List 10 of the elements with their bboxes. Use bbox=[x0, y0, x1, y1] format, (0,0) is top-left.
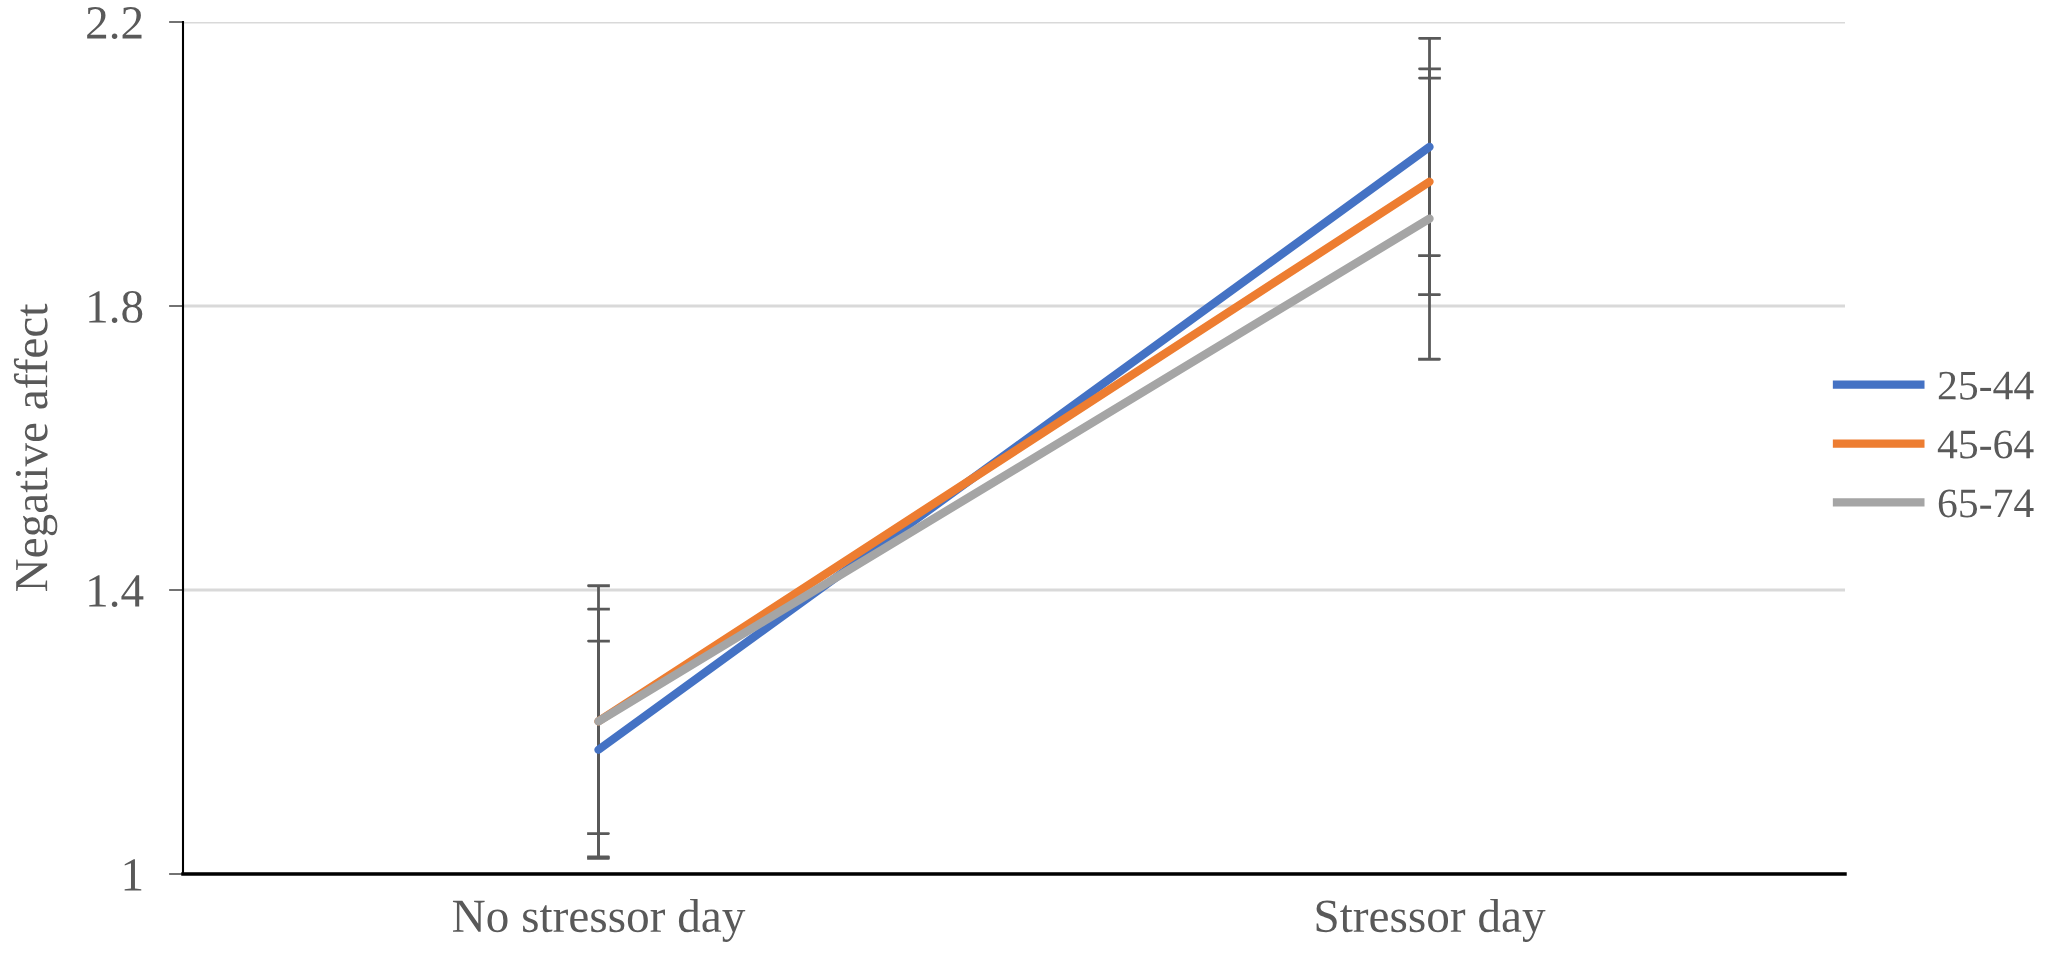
y-tick-label: 1.4 bbox=[89, 575, 144, 608]
legend-label: 25-44 bbox=[1938, 371, 2034, 400]
legend-label: 45-64 bbox=[1937, 430, 2034, 459]
y-tick-label: 1.8 bbox=[89, 290, 143, 324]
y-axis-title: Negative affect bbox=[13, 303, 58, 592]
y-tick-label: 2.2 bbox=[87, 7, 142, 40]
legend-label: 65-74 bbox=[1938, 489, 2034, 518]
x-tick-label: Stressor day bbox=[1316, 899, 1546, 942]
y-tick-label: 1 bbox=[124, 859, 142, 891]
x-tick-label: No stressor day bbox=[452, 899, 746, 942]
